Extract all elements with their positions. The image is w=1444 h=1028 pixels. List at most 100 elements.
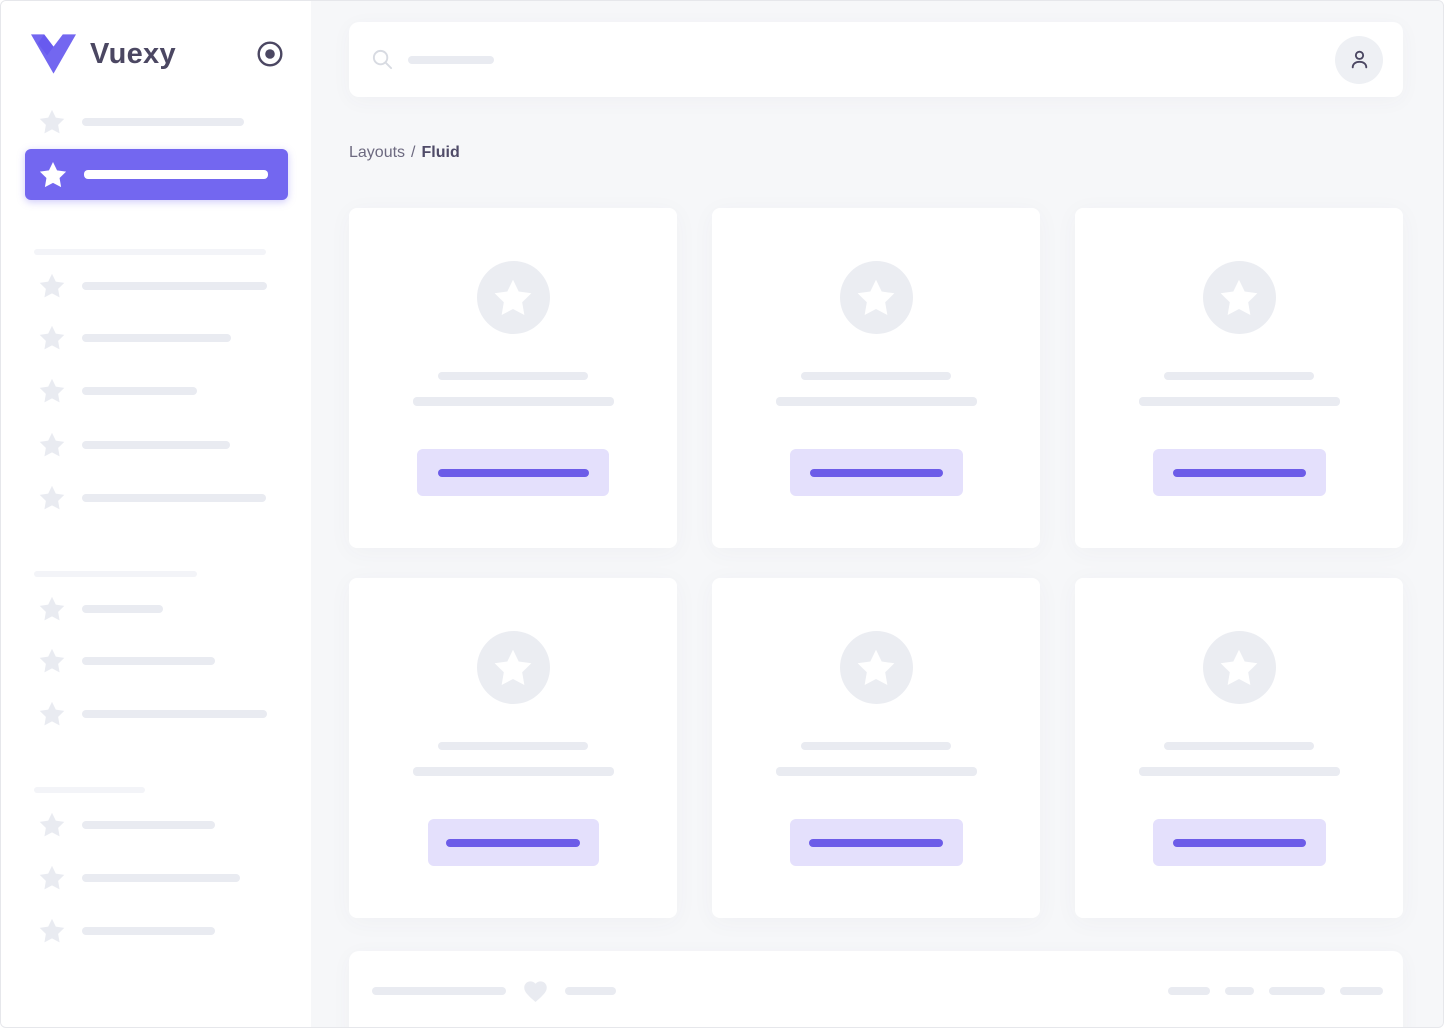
skeleton-card: [1075, 208, 1403, 548]
sidebar-item[interactable]: [1, 312, 311, 364]
card-text-placeholder: [1138, 397, 1340, 406]
menu-label-placeholder: [84, 170, 268, 179]
menu-label-placeholder: [82, 494, 266, 502]
button-label-placeholder: [809, 468, 943, 477]
search-input[interactable]: [371, 22, 1335, 97]
footer-link-placeholder: [1340, 987, 1383, 995]
app-logo-text: Vuexy: [90, 37, 176, 70]
sidebar: Vuexy: [1, 1, 311, 1027]
card-title-placeholder: [1164, 372, 1314, 380]
star-icon: [38, 108, 66, 136]
sidebar-item[interactable]: [1, 905, 311, 957]
sidebar-item[interactable]: [1, 688, 311, 740]
menu-label-placeholder: [82, 657, 215, 665]
search-placeholder: [408, 55, 494, 64]
menu-label-placeholder: [82, 441, 230, 449]
menu-label-placeholder: [82, 282, 267, 290]
nav-section-header-placeholder: [34, 787, 145, 793]
cards-grid: [349, 208, 1403, 918]
card-avatar-circle: [476, 261, 550, 334]
button-label-placeholder: [1172, 468, 1306, 477]
nav-section-header-placeholder: [34, 249, 266, 255]
breadcrumb-link[interactable]: Layouts: [349, 144, 406, 161]
button-label-placeholder: [1172, 838, 1306, 847]
footer-card: [349, 951, 1403, 1027]
menu-label-placeholder: [82, 927, 215, 935]
card-text-placeholder: [775, 767, 977, 776]
card-text-placeholder: [412, 397, 614, 406]
button-label-placeholder: [809, 838, 943, 847]
sidebar-item[interactable]: [1, 419, 311, 471]
logo-row: Vuexy: [1, 1, 311, 74]
sidebar-item[interactable]: [1, 635, 311, 687]
footer-link-placeholder: [1269, 987, 1325, 995]
sidebar-item-active[interactable]: [25, 149, 288, 200]
sidebar-item[interactable]: [1, 472, 311, 524]
main-content: Layouts / Fluid: [311, 1, 1443, 1027]
sidebar-item[interactable]: [1, 583, 311, 635]
star-icon: [1218, 277, 1260, 319]
sidebar-item[interactable]: [1, 799, 311, 851]
user-avatar[interactable]: [1335, 35, 1383, 84]
card-button[interactable]: [1152, 449, 1326, 496]
card-title-placeholder: [438, 372, 588, 380]
star-icon: [38, 647, 66, 675]
menu-label-placeholder: [82, 605, 163, 613]
card-avatar-circle: [839, 261, 913, 334]
card-button[interactable]: [427, 819, 599, 866]
star-icon: [38, 484, 66, 512]
card-avatar-circle: [1202, 631, 1276, 704]
sidebar-item[interactable]: [1, 96, 311, 148]
breadcrumb-separator: /: [411, 144, 416, 161]
card-text-placeholder: [1138, 767, 1340, 776]
card-title-placeholder: [801, 372, 951, 380]
vuexy-logo-icon: [31, 34, 76, 74]
star-icon: [38, 431, 66, 459]
footer-right-group: [1153, 987, 1383, 995]
card-button[interactable]: [417, 449, 609, 496]
sidebar-item[interactable]: [1, 852, 311, 904]
menu-label-placeholder: [82, 874, 240, 882]
star-icon: [1218, 647, 1260, 689]
footer-link-placeholder: [1168, 987, 1210, 995]
card-title-placeholder: [1164, 742, 1314, 750]
button-label-placeholder: [437, 468, 589, 477]
card-title-placeholder: [801, 742, 951, 750]
card-title-placeholder: [438, 742, 588, 750]
card-text-placeholder: [775, 397, 977, 406]
menu-label-placeholder: [82, 387, 197, 395]
sidebar-item[interactable]: [1, 260, 311, 312]
heart-icon: [522, 978, 549, 1005]
menu-label-placeholder: [82, 710, 267, 718]
footer-text-placeholder: [372, 987, 506, 995]
card-button[interactable]: [789, 819, 963, 866]
skeleton-card: [349, 578, 677, 918]
card-text-placeholder: [412, 767, 614, 776]
footer-text-placeholder: [565, 987, 616, 995]
card-avatar-circle: [1202, 261, 1276, 334]
button-label-placeholder: [446, 838, 580, 847]
footer-left-group: [372, 978, 616, 1005]
skeleton-card: [712, 578, 1040, 918]
star-icon: [855, 277, 897, 319]
star-icon: [492, 277, 534, 319]
star-icon: [38, 700, 66, 728]
card-button[interactable]: [1152, 819, 1326, 866]
star-icon: [492, 647, 534, 689]
footer-link-placeholder: [1225, 987, 1254, 995]
nav-section-header-placeholder: [34, 571, 197, 577]
search-icon: [371, 48, 394, 71]
person-icon: [1347, 47, 1372, 72]
sidebar-item[interactable]: [1, 365, 311, 417]
star-icon: [38, 917, 66, 945]
skeleton-card: [712, 208, 1040, 548]
menu-label-placeholder: [82, 118, 244, 126]
topbar: [349, 22, 1403, 97]
star-icon: [38, 324, 66, 352]
breadcrumb: Layouts / Fluid: [349, 144, 460, 162]
card-button[interactable]: [789, 449, 963, 496]
radio-toggle-icon[interactable]: [256, 40, 284, 68]
star-icon: [38, 595, 66, 623]
breadcrumb-current: Fluid: [421, 144, 460, 161]
